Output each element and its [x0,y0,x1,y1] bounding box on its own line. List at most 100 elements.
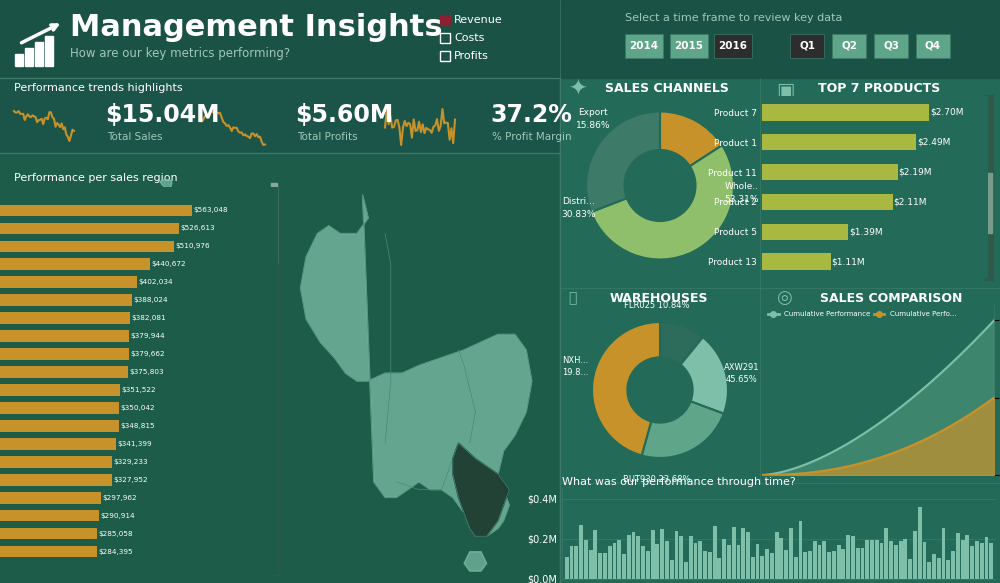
Text: $440,672: $440,672 [151,261,186,268]
Bar [884,528,888,579]
Bar [889,541,893,579]
Bar [0,294,132,306]
Wedge shape [642,401,724,458]
Bar [923,542,926,579]
Text: Q2: Q2 [841,41,857,51]
Text: $375,803: $375,803 [129,369,164,375]
Bar [646,551,650,579]
Bar [874,34,908,58]
Bar [684,562,688,579]
Text: NXH...: NXH... [562,356,588,365]
Bar [803,552,807,579]
Bar [25,48,33,66]
Bar [932,554,936,579]
Text: $297,962: $297,962 [103,495,137,501]
Bar [762,134,916,150]
Text: $290,914: $290,914 [100,512,135,519]
Text: $341,399: $341,399 [118,441,152,447]
Bar [0,348,129,360]
Bar [708,553,712,579]
Text: AXW291: AXW291 [724,363,759,371]
Bar [856,547,860,579]
Bar [779,538,783,579]
Text: $1.39M: $1.39M [849,227,882,236]
Bar [714,34,752,58]
Text: How are our key metrics performing?: How are our key metrics performing? [70,47,290,61]
Bar [832,552,836,579]
Bar [756,545,759,579]
Bar [908,559,912,579]
Text: Q3: Q3 [883,41,899,51]
Bar [570,546,573,579]
Text: 53.31%: 53.31% [724,195,759,204]
Text: $379,662: $379,662 [131,351,165,357]
Bar [870,540,874,579]
Bar [0,384,120,396]
Text: 2014: 2014 [629,41,659,51]
Text: ✦: ✦ [568,80,587,100]
Bar [789,528,793,579]
Bar [698,542,702,579]
Text: $402,034: $402,034 [138,279,173,285]
Bar [903,539,907,579]
Bar [617,540,621,579]
Bar [0,0,1000,78]
Bar [965,535,969,579]
Wedge shape [660,111,722,166]
Text: 2016: 2016 [718,41,748,51]
Bar [970,546,974,579]
Text: ⬛: ⬛ [568,291,576,305]
Bar [986,173,992,233]
Bar [760,78,1000,288]
Text: What was our performance through time?: What was our performance through time? [562,477,796,487]
Text: $348,815: $348,815 [120,423,155,429]
Bar [732,528,736,579]
Bar [851,536,855,579]
Bar [0,510,99,521]
Bar [0,205,192,216]
Bar [0,420,119,431]
Bar [560,483,1000,583]
Bar [865,540,869,579]
Text: ◎: ◎ [776,289,792,307]
Bar [762,194,893,210]
Bar [651,530,655,579]
Bar [751,557,755,579]
Text: $351,522: $351,522 [121,387,156,393]
Bar [760,556,764,579]
Bar [0,276,137,288]
Bar [641,546,645,579]
Text: Performance per sales region: Performance per sales region [14,173,178,183]
Wedge shape [592,322,660,455]
Bar [861,548,864,579]
Text: Distri...: Distri... [562,197,595,206]
Bar [440,51,450,61]
Polygon shape [160,179,172,188]
Bar [703,551,707,579]
Bar [625,34,663,58]
Bar [675,531,678,579]
Text: $526,613: $526,613 [181,226,215,231]
Bar [665,540,669,579]
Bar [790,34,824,58]
Bar [985,537,988,579]
Bar [632,532,635,579]
Bar [775,532,779,579]
Bar [918,507,922,579]
Bar [660,529,664,579]
Bar [741,528,745,579]
Bar [694,543,697,579]
Bar [762,254,831,270]
Text: Select a time frame to review key data: Select a time frame to review key data [625,13,842,23]
Bar [717,558,721,579]
Bar [0,546,97,557]
Bar [0,456,112,468]
Bar [818,545,821,579]
Bar [636,536,640,579]
Bar [679,536,683,579]
Text: $382,081: $382,081 [131,315,166,321]
Bar [271,183,277,263]
Text: Profits: Profits [454,51,489,61]
Bar [0,402,119,414]
Bar [822,540,826,579]
